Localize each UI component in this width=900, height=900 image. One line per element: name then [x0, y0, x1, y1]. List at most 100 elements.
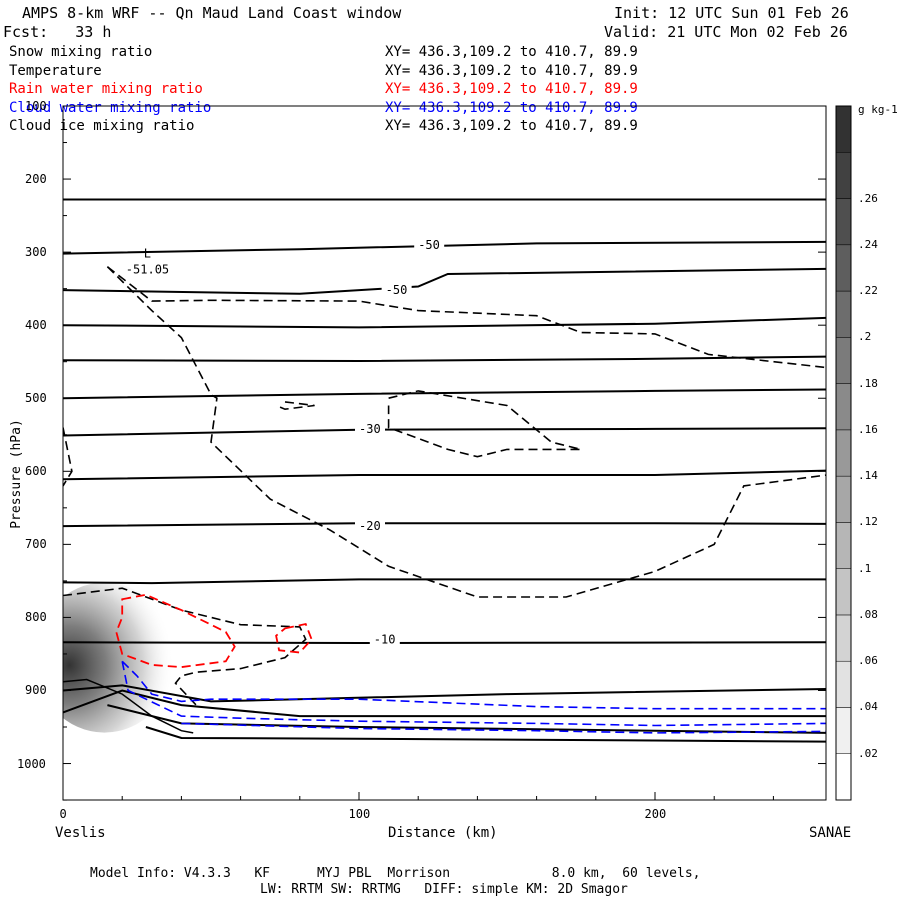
isotherm-2	[63, 267, 826, 295]
colorbar-tick-label: .06	[858, 654, 878, 668]
legend-xy-4: XY= 436.3,109.2 to 410.7, 89.9	[385, 118, 638, 134]
colorbar-segment-10	[835, 290, 852, 338]
y-tick-label-100: 100	[25, 99, 47, 113]
colorbar-segment-2	[835, 660, 852, 708]
plot-frame	[62, 105, 827, 801]
colorbar-segment-4	[835, 568, 852, 616]
terrain-surface-line	[63, 678, 194, 734]
y-tick-label-900: 900	[25, 683, 47, 698]
cloud-water-contour-0	[121, 660, 826, 710]
colorbar-segment-0	[835, 753, 852, 801]
isotherm-6	[63, 427, 826, 437]
y-tick-label-600: 600	[25, 464, 47, 479]
valid-time: Valid: 21 UTC Mon 02 Feb 26	[604, 23, 848, 41]
x-tick-label-100: 100	[348, 807, 371, 821]
colorbar-tick-label: .08	[858, 607, 878, 621]
colorbar-segment-7	[835, 429, 852, 477]
isotherm-label-2: -30	[359, 422, 381, 436]
y-tick-label-400: 400	[25, 318, 47, 333]
chart-title: AMPS 8-km WRF -- Qn Maud Land Coast wind…	[22, 4, 402, 22]
legend-label-3: Cloud water mixing ratio	[9, 99, 212, 116]
colorbar-tick-label: .16	[858, 422, 878, 436]
colorbar-segment-14	[835, 105, 852, 153]
colorbar-tick-label: .14	[858, 469, 878, 483]
snow-contour-2	[63, 427, 73, 487]
low-marker-value: -51.05	[126, 262, 169, 276]
isotherm-label-3: -20	[359, 519, 381, 533]
rain-contour-1	[275, 622, 313, 654]
legend-label-1: Temperature	[9, 62, 102, 79]
colorbar-segment-11	[835, 244, 852, 292]
model-info-line1: Model Info: V4.3.3 KF MYJ PBL Morrison 8…	[90, 866, 701, 881]
snow-contour-4	[275, 401, 315, 411]
y-tick-label-500: 500	[25, 391, 47, 406]
legend-xy-3: XY= 436.3,109.2 to 410.7, 89.9	[385, 99, 638, 116]
legend-label-2: Rain water mixing ratio	[9, 81, 203, 97]
isotherm-label-bg-4	[369, 631, 400, 646]
colorbar-segment-5	[835, 522, 852, 569]
colorbar-segment-1	[835, 707, 852, 754]
colorbar-tick-label: .12	[858, 515, 878, 529]
snow-contour-0	[106, 266, 826, 369]
snow-shading	[63, 582, 175, 733]
init-time: Init: 12 UTC Sun 01 Feb 26	[614, 4, 849, 22]
colorbar-tick-label: .26	[858, 191, 878, 205]
isotherm-4	[63, 355, 826, 363]
forecast-hour: Fcst: 33 h	[3, 23, 112, 41]
cloud-ice-contour-0	[63, 587, 307, 706]
colorbar-tick-label: .22	[858, 284, 878, 298]
y-axis-label: Pressure (hPa)	[8, 419, 24, 529]
legend-xy-1: XY= 436.3,109.2 to 410.7, 89.9	[385, 62, 638, 79]
colorbar-tick-label: .04	[858, 700, 878, 714]
isotherm-label-bg-1	[381, 282, 412, 297]
colorbar-tick-label: .1	[858, 561, 872, 575]
colorbar-segment-12	[835, 198, 852, 246]
legend-label-0: Snow mixing ratio	[9, 44, 153, 60]
x-tick-label-0: 0	[59, 807, 67, 821]
legend-xy-2: XY= 436.3,109.2 to 410.7, 89.9	[385, 81, 638, 97]
isotherm-14	[145, 726, 826, 743]
y-tick-label-800: 800	[25, 610, 47, 625]
isotherm-label-bg-2	[355, 420, 385, 435]
colorbar-segment-6	[835, 475, 852, 523]
isotherm-label-bg-3	[355, 518, 385, 533]
legend-label-4: Cloud ice mixing ratio	[9, 118, 195, 134]
legend-xy-0: XY= 436.3,109.2 to 410.7, 89.9	[385, 44, 638, 60]
y-tick-label-300: 300	[25, 245, 47, 260]
isotherm-3	[63, 316, 826, 329]
y-tick-label-700: 700	[25, 537, 47, 552]
rain-contour-0	[115, 593, 236, 669]
x-right-endpoint: SANAE	[809, 825, 852, 841]
colorbar-segment-13	[835, 152, 852, 199]
colorbar-segment-9	[835, 337, 852, 384]
isotherm-label-1: -50	[386, 283, 408, 297]
colorbar-segment-8	[835, 383, 852, 431]
y-tick-label-200: 200	[25, 172, 47, 187]
y-tick-label-1000: 1000	[17, 756, 46, 771]
isotherm-11	[63, 684, 826, 703]
isotherm-label-bg-0	[414, 236, 445, 251]
isotherm-9	[63, 578, 826, 585]
isotherm-8	[63, 522, 826, 528]
colorbar-tick-label: .2	[858, 330, 872, 344]
colorbar-units: g kg-1	[858, 103, 898, 116]
colorbar-tick-label: .02	[858, 746, 878, 760]
isotherm-7	[63, 469, 826, 481]
isotherm-label-0: -50	[418, 238, 440, 252]
x-left-endpoint: Veslis	[55, 825, 106, 841]
colorbar-tick-label: .24	[858, 237, 878, 251]
isotherm-10	[63, 641, 826, 645]
snow-contour-1	[106, 266, 826, 598]
colorbar-segment-3	[835, 614, 852, 662]
isotherm-13	[107, 704, 826, 734]
isotherm-1	[63, 240, 826, 255]
colorbar-frame	[835, 105, 852, 801]
x-tick-label-200: 200	[644, 807, 667, 821]
isotherm-label-4: -10	[374, 632, 396, 646]
snow-contour-3	[387, 390, 582, 458]
isotherm-5	[63, 388, 826, 400]
low-marker: L	[144, 246, 151, 260]
isotherm-12	[63, 689, 826, 718]
colorbar-tick-label: .18	[858, 376, 878, 390]
